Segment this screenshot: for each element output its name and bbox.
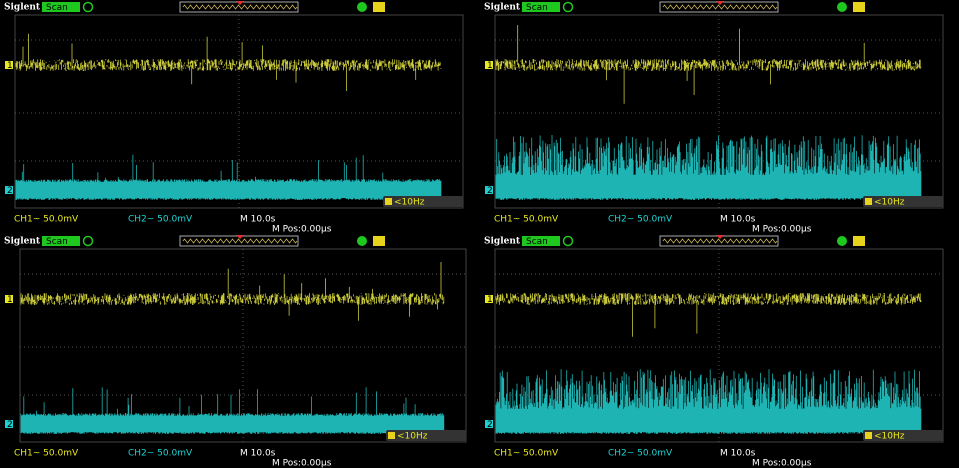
ch2-trace	[20, 387, 445, 434]
trigger-box	[863, 430, 943, 441]
usb-icon	[837, 236, 847, 246]
ch2-trace	[15, 154, 442, 200]
trigger-pos	[236, 235, 244, 239]
ch1-trace	[495, 25, 922, 104]
mode: Scan	[526, 237, 548, 247]
mode-box	[42, 2, 80, 12]
ch2-marker-box	[485, 186, 493, 194]
memory-wave	[662, 238, 778, 244]
trigger-icon	[865, 432, 872, 439]
trigger: <10Hz	[874, 198, 905, 208]
ch1-trace	[15, 33, 442, 91]
trigger: <10Hz	[397, 432, 428, 442]
timebase: M 10.0s	[240, 215, 276, 225]
trigger-box	[383, 196, 463, 207]
ch1-trace	[495, 293, 922, 337]
print-icon	[853, 236, 865, 246]
trigger-icon	[865, 198, 872, 205]
brand: Siglent	[484, 237, 521, 247]
ch2-scale: CH2~ 50.0mV	[608, 449, 673, 459]
ch1-trace	[20, 262, 445, 321]
mode-box	[42, 236, 80, 246]
ch2-scale: CH2~ 50.0mV	[128, 215, 193, 225]
ch1-marker: 1	[7, 295, 13, 305]
brand: Siglent	[4, 237, 41, 247]
ch1-scale: CH1~ 50.0mV	[494, 449, 559, 459]
scope-screen: Siglent Scan 1 2 <10Hz CH1~ 50.0mV CH2~ 50.0mV…	[4, 1, 464, 235]
timebase: M 10.0s	[720, 449, 756, 459]
ch1-scale: CH1~ 50.0mV	[14, 449, 79, 459]
usb-icon	[837, 2, 847, 12]
trigger-pos	[716, 235, 724, 239]
mode-icon	[82, 235, 94, 247]
ch2-marker-box	[5, 420, 13, 428]
ch2-scale: CH2~ 50.0mV	[128, 449, 193, 459]
print-icon	[373, 2, 385, 12]
timebase: M 10.0s	[720, 215, 756, 225]
position: M Pos:0.00μs	[272, 459, 332, 468]
timebase: M 10.0s	[240, 449, 276, 459]
mode-icon	[562, 235, 574, 247]
ch1-marker-box	[5, 295, 13, 303]
ch2-marker: 2	[487, 420, 493, 430]
mode: Scan	[46, 3, 68, 13]
ch2-marker-box	[485, 420, 493, 428]
scope-screen: Siglent Scan 1 2 <10Hz CH1~ 50.0mV CH2~ 50.0mV…	[484, 235, 944, 468]
usb-icon	[357, 236, 367, 246]
mode-icon	[562, 1, 574, 13]
ch2-trace	[495, 135, 922, 200]
trigger-pos	[716, 1, 724, 5]
mode-box	[522, 2, 560, 12]
scope-screen: Siglent Scan 1 2 <10Hz CH1~ 50.0mV CH2~ 50.0mV…	[484, 1, 944, 235]
ch2-marker: 2	[7, 420, 13, 430]
memory-wave	[182, 238, 298, 244]
brand: Siglent	[4, 3, 41, 13]
print-icon	[373, 236, 385, 246]
ch2-marker: 2	[487, 186, 493, 196]
ch1-marker: 1	[487, 295, 493, 305]
mode: Scan	[526, 3, 548, 13]
trigger-icon	[385, 198, 392, 205]
trigger-icon	[388, 432, 395, 439]
usb-icon	[357, 2, 367, 12]
position: M Pos:0.00μs	[272, 225, 332, 235]
ch2-trace	[495, 369, 922, 434]
ch1-marker: 1	[487, 61, 493, 71]
ch1-scale: CH1~ 50.0mV	[14, 215, 79, 225]
memory-wave	[182, 4, 298, 10]
ch2-marker-box	[5, 186, 13, 194]
brand: Siglent	[484, 3, 521, 13]
mode: Scan	[46, 237, 68, 247]
scope-screen: Siglent Scan 1 2 <10Hz CH1~ 50.0mV CH2~ 50.0mV…	[4, 235, 467, 468]
ch1-marker: 1	[7, 61, 13, 71]
trigger: <10Hz	[874, 432, 905, 442]
trigger: <10Hz	[394, 198, 425, 208]
print-icon	[853, 2, 865, 12]
trigger-box	[386, 430, 466, 441]
memory-wave	[662, 4, 778, 10]
trigger-pos	[236, 1, 244, 5]
trigger-box	[863, 196, 943, 207]
position: M Pos:0.00μs	[752, 225, 812, 235]
mode-icon	[82, 1, 94, 13]
ch1-scale: CH1~ 50.0mV	[494, 215, 559, 225]
ch1-marker-box	[485, 295, 493, 303]
mode-box	[522, 236, 560, 246]
ch2-marker: 2	[7, 186, 13, 196]
ch2-scale: CH2~ 50.0mV	[608, 215, 673, 225]
ch1-marker-box	[5, 61, 13, 69]
position: M Pos:0.00μs	[752, 459, 812, 468]
ch1-marker-box	[485, 61, 493, 69]
